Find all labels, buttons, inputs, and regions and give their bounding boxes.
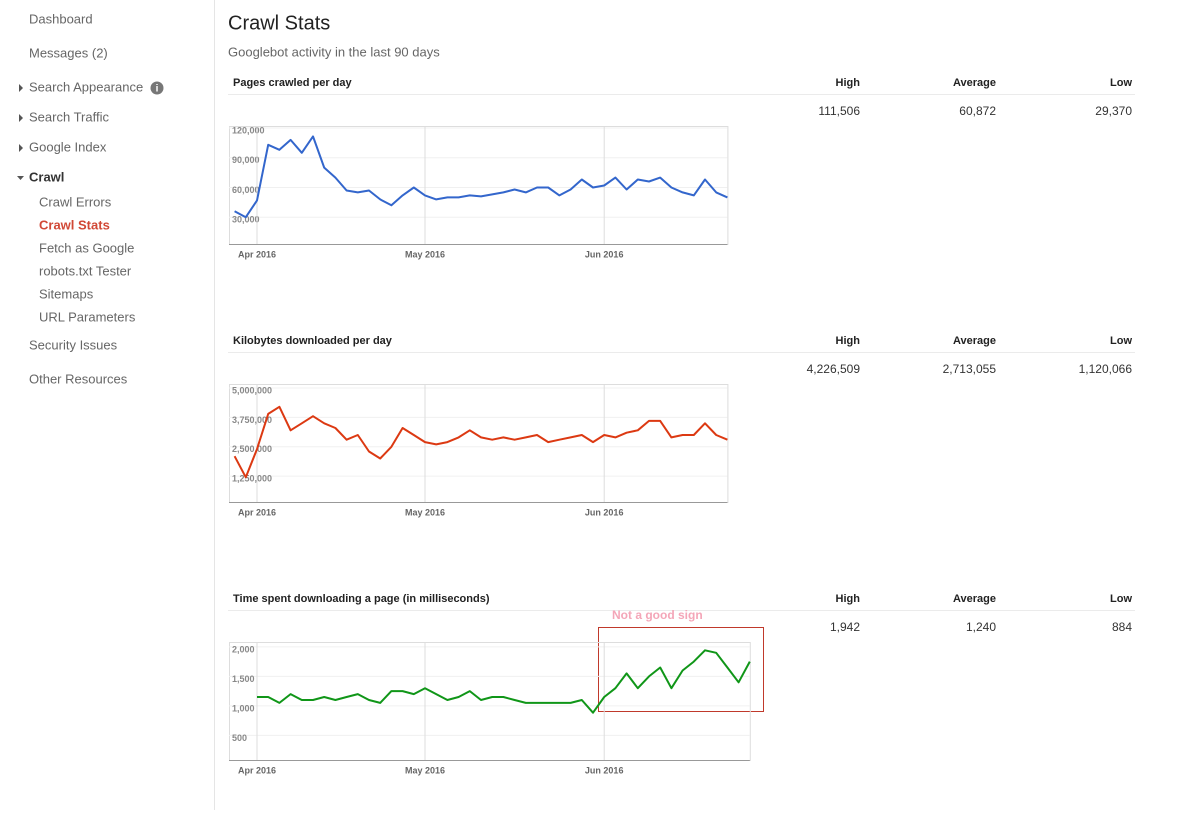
x-tick-label: Apr 2016 bbox=[238, 507, 276, 517]
x-tick-label: Jun 2016 bbox=[585, 249, 624, 259]
annotation: Not a good sign bbox=[612, 608, 703, 622]
y-tick-label: 5,000,000 bbox=[232, 385, 272, 395]
nav-subitem[interactable]: Crawl Stats bbox=[39, 217, 110, 232]
nav-subitem[interactable]: Fetch as Google bbox=[39, 240, 134, 255]
stat-value: 29,370 bbox=[1095, 104, 1132, 118]
series-line bbox=[233, 405, 728, 479]
stat-value: 4,226,509 bbox=[807, 362, 861, 376]
expand-arrow bbox=[19, 144, 23, 152]
x-tick-label: May 2016 bbox=[405, 249, 445, 259]
stat-label: Low bbox=[1110, 335, 1132, 347]
plot-area bbox=[229, 126, 729, 245]
y-tick-label: 3,750,000 bbox=[232, 415, 272, 425]
nav-item[interactable]: Google Index bbox=[29, 139, 107, 154]
stat-label: Low bbox=[1110, 77, 1132, 89]
stat-value: 1,240 bbox=[966, 620, 996, 634]
y-tick-label: 60,000 bbox=[232, 185, 260, 195]
chart-title: Pages crawled per day bbox=[233, 77, 352, 89]
chart-title: Time spent downloading a page (in millis… bbox=[233, 593, 490, 605]
nav-subitem[interactable]: Crawl Errors bbox=[39, 194, 112, 209]
nav-subitem[interactable]: URL Parameters bbox=[39, 309, 136, 324]
page-title: Crawl Stats bbox=[228, 12, 330, 34]
x-tick-label: May 2016 bbox=[405, 765, 445, 775]
y-tick-label: 30,000 bbox=[232, 215, 260, 225]
y-tick-label: 90,000 bbox=[232, 155, 260, 165]
expand-arrow bbox=[19, 84, 23, 92]
nav-item[interactable]: Other Resources bbox=[29, 371, 128, 386]
info-icon-glyph: i bbox=[156, 84, 159, 95]
nav-item[interactable]: Search Traffic bbox=[29, 109, 109, 124]
series-line bbox=[234, 135, 728, 219]
expand-arrow bbox=[17, 176, 24, 180]
nav-subitem[interactable]: Sitemaps bbox=[39, 286, 94, 301]
x-tick-label: Apr 2016 bbox=[238, 765, 276, 775]
stat-label: High bbox=[836, 593, 861, 605]
page-subtitle: Googlebot activity in the last 90 days bbox=[228, 44, 440, 59]
chart-title: Kilobytes downloaded per day bbox=[233, 335, 393, 347]
nav-subitem[interactable]: robots.txt Tester bbox=[39, 263, 132, 278]
stat-value: 111,506 bbox=[818, 104, 860, 118]
y-tick-label: 1,500 bbox=[232, 674, 255, 684]
x-tick-label: May 2016 bbox=[405, 507, 445, 517]
y-tick-label: 120,000 bbox=[232, 125, 265, 135]
y-tick-label: 1,000 bbox=[232, 703, 255, 713]
nav-item[interactable]: Dashboard bbox=[29, 11, 93, 26]
stat-value: 1,120,066 bbox=[1079, 362, 1133, 376]
y-tick-label: 2,000 bbox=[232, 644, 255, 654]
x-tick-label: Apr 2016 bbox=[238, 249, 276, 259]
y-tick-label: 2,500,000 bbox=[232, 444, 272, 454]
nav-item[interactable]: Security Issues bbox=[29, 337, 118, 352]
plot-area bbox=[229, 642, 751, 761]
stat-value: 2,713,055 bbox=[943, 362, 997, 376]
stat-label: Average bbox=[953, 77, 996, 89]
expand-arrow bbox=[19, 114, 23, 122]
stat-value: 884 bbox=[1112, 620, 1132, 634]
stat-label: Average bbox=[953, 593, 996, 605]
info-icon[interactable] bbox=[150, 81, 164, 95]
series-line bbox=[257, 649, 751, 714]
nav-item[interactable]: Messages (2) bbox=[29, 45, 108, 60]
y-tick-label: 1,250,000 bbox=[232, 474, 272, 484]
nav-item[interactable]: Search Appearance bbox=[29, 79, 143, 94]
y-tick-label: 500 bbox=[232, 733, 247, 743]
stat-value: 1,942 bbox=[830, 620, 860, 634]
stat-label: Low bbox=[1110, 593, 1132, 605]
x-tick-label: Jun 2016 bbox=[585, 765, 624, 775]
stat-value: 60,872 bbox=[959, 104, 996, 118]
x-tick-label: Jun 2016 bbox=[585, 507, 624, 517]
plot-area bbox=[229, 384, 729, 503]
highlight-box bbox=[598, 627, 764, 712]
stat-label: Average bbox=[953, 335, 996, 347]
stat-label: High bbox=[836, 77, 861, 89]
stat-label: High bbox=[836, 335, 861, 347]
nav-item[interactable]: Crawl bbox=[29, 169, 64, 184]
